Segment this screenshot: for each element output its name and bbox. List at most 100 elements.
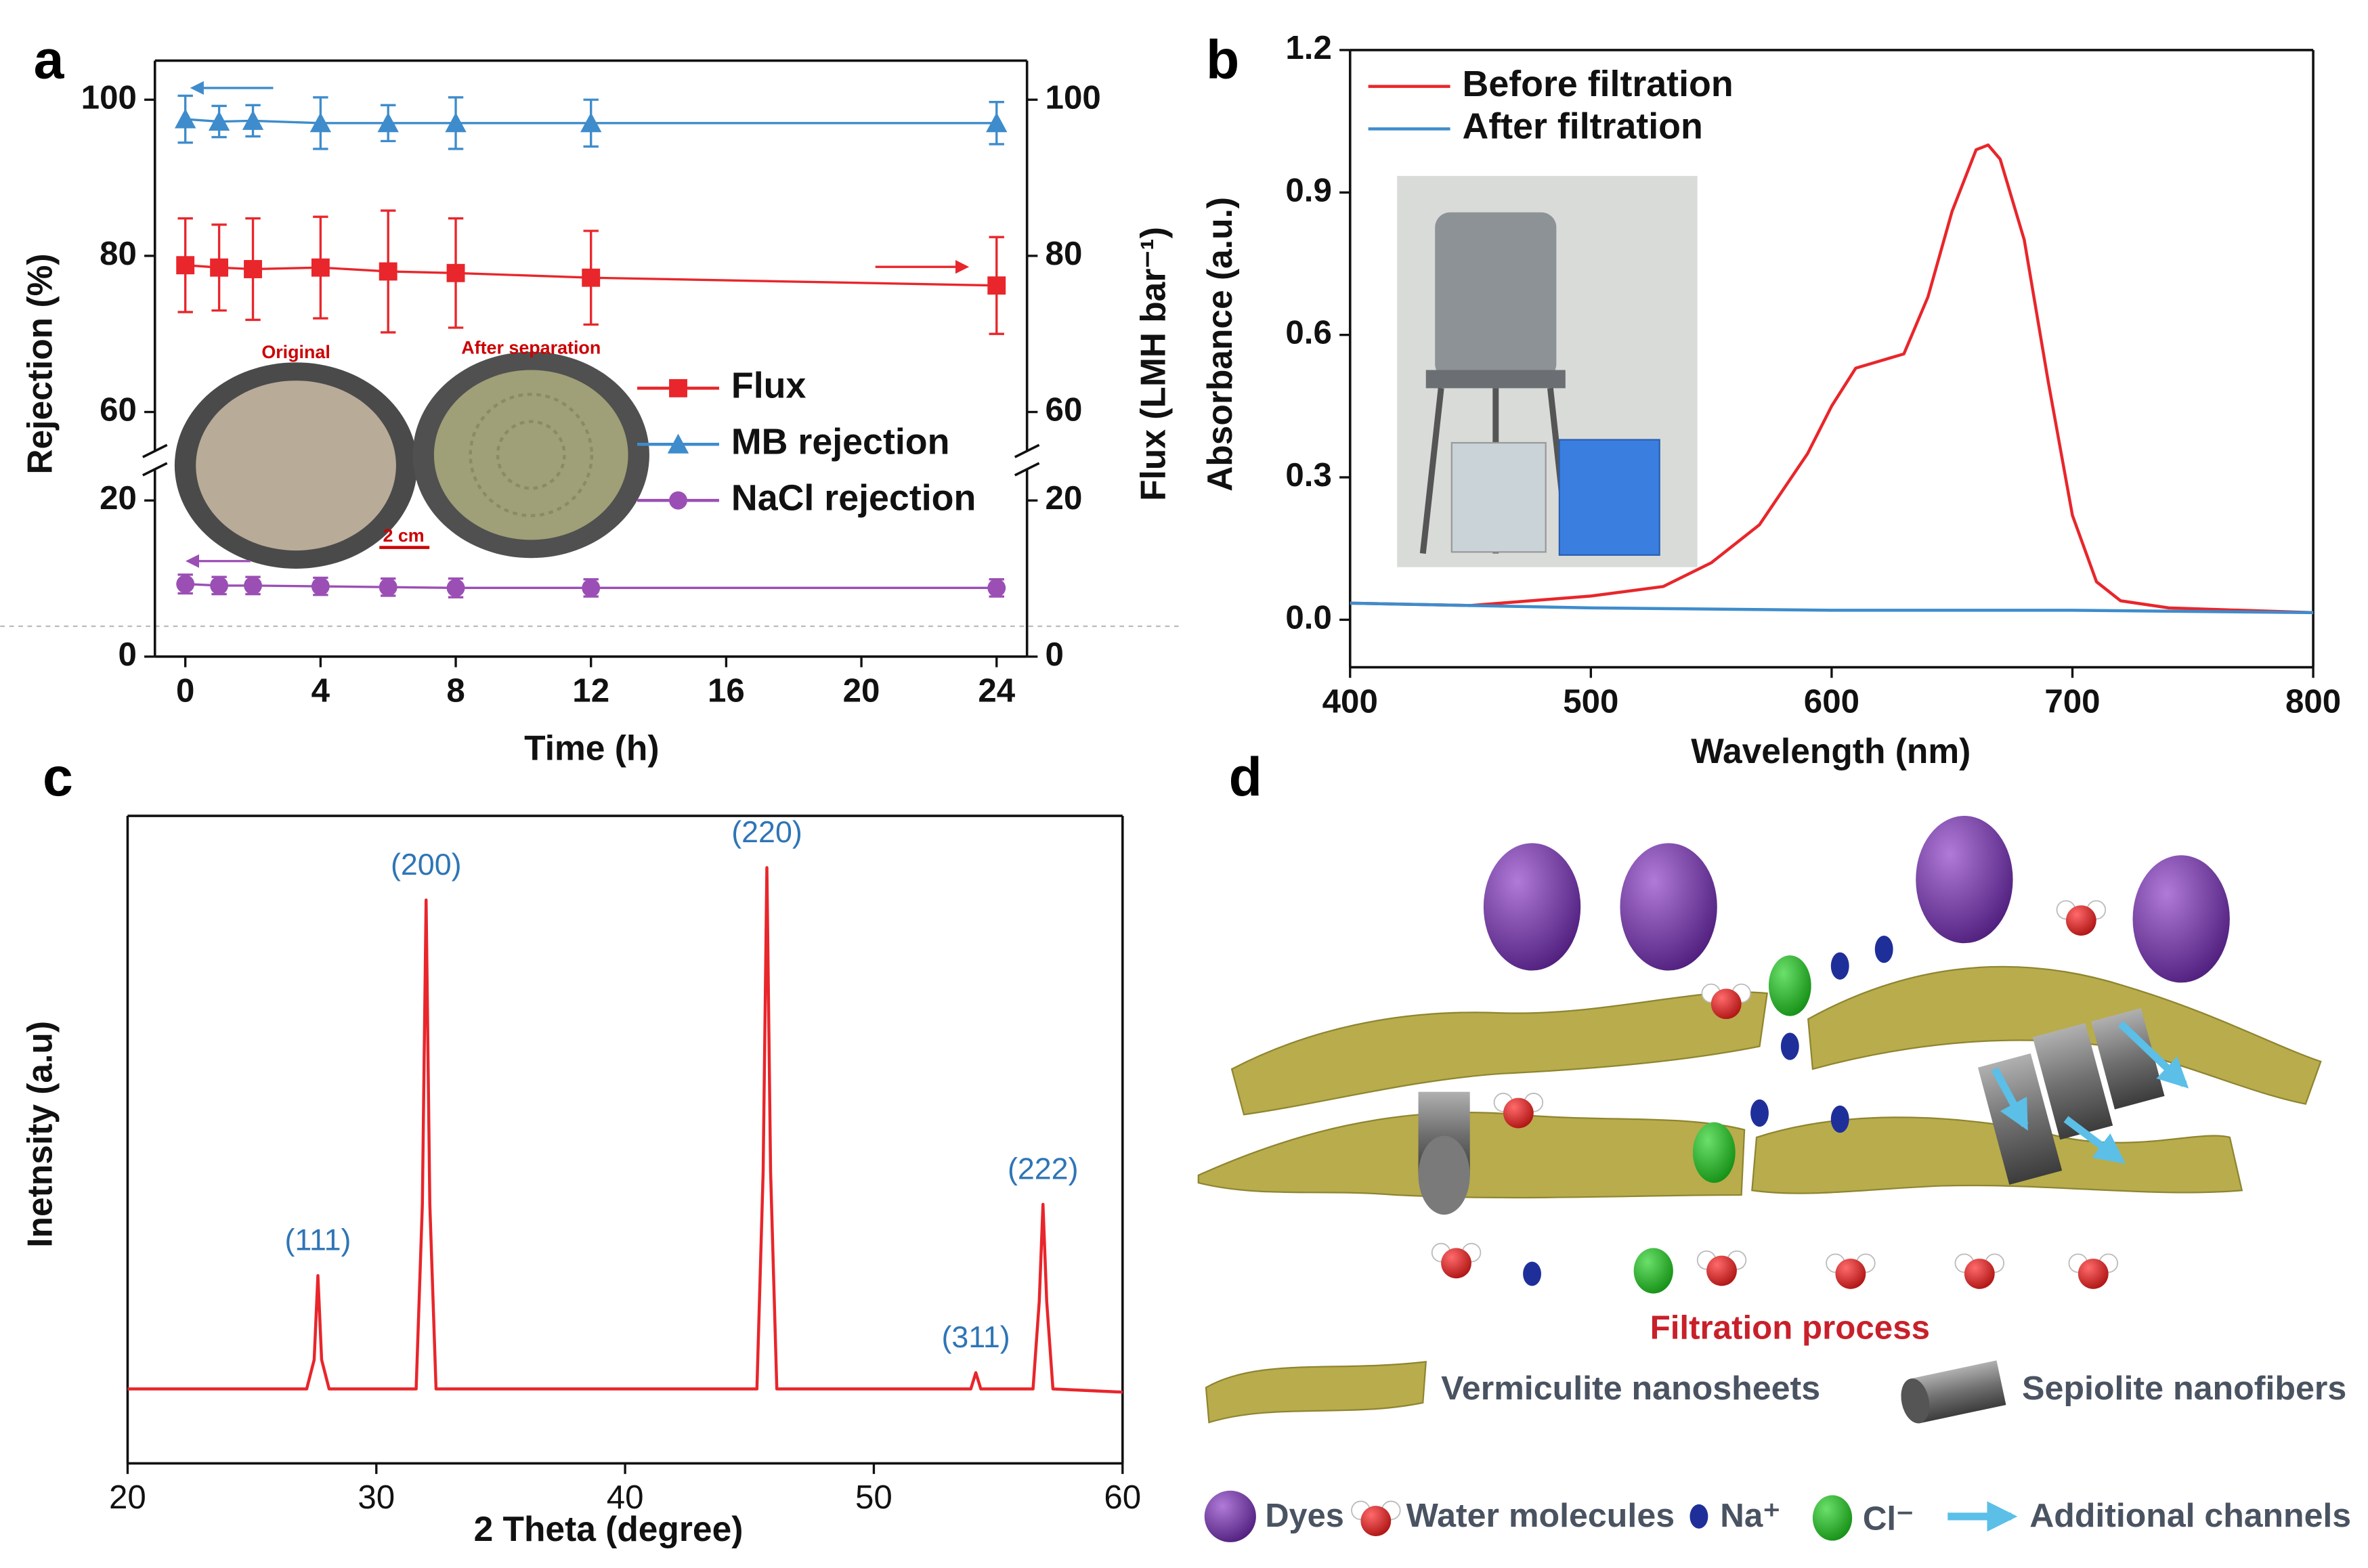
legend-label: Na⁺ xyxy=(1720,1497,1780,1534)
x-tick-label: 16 xyxy=(708,672,745,710)
legend-marker xyxy=(667,433,689,454)
series-line xyxy=(1350,143,2314,615)
marker xyxy=(582,578,601,597)
x-axis-label: Time (h) xyxy=(524,728,659,767)
filtration-diagram xyxy=(1197,816,2322,1542)
x-tick-label: 60 xyxy=(1104,1479,1141,1516)
legend-marker xyxy=(669,378,687,397)
x-tick-label: 700 xyxy=(2044,682,2100,720)
marker xyxy=(987,276,1006,295)
peak-label: (311) xyxy=(941,1320,1010,1354)
marker xyxy=(309,112,332,133)
legend-label: Cl⁻ xyxy=(1863,1500,1914,1538)
y2-tick-label: 20 xyxy=(1046,479,1083,517)
dye xyxy=(1916,816,2013,944)
y-tick-label: 1.2 xyxy=(1285,29,1332,66)
marker xyxy=(582,268,601,287)
marker xyxy=(176,575,195,594)
photo-beaker xyxy=(1450,441,1547,553)
inset-label: 2 cm xyxy=(383,525,424,546)
x-tick-label: 4 xyxy=(311,672,330,710)
sodium xyxy=(1750,1099,1769,1127)
nanofiber xyxy=(1910,1360,2006,1424)
x-tick-label: 500 xyxy=(1563,682,1618,720)
inset-label: After separation xyxy=(461,337,601,357)
x-tick-label: 50 xyxy=(855,1479,892,1516)
legend-chloride xyxy=(1812,1495,1853,1541)
water xyxy=(2056,900,2107,937)
marker xyxy=(244,576,262,595)
x-axis-label: Wavelength (nm) xyxy=(1691,731,1971,770)
inset-label: Original xyxy=(261,342,330,362)
y-tick-label: 80 xyxy=(100,235,137,272)
legend-label: Before filtration xyxy=(1463,64,1734,104)
photo-vessel xyxy=(1435,212,1557,379)
marker xyxy=(311,577,330,596)
x-tick-label: 12 xyxy=(572,672,609,710)
legend-label: NaCl rejection xyxy=(731,477,976,518)
y2-axis-label: Flux (LMH bar⁻¹) xyxy=(1134,227,1173,501)
photo-leg xyxy=(1419,387,1444,554)
photo-beaker xyxy=(1558,439,1660,556)
legend-label: Water molecules xyxy=(1406,1497,1675,1534)
marker xyxy=(210,576,229,595)
y-tick-label: 100 xyxy=(81,79,137,116)
photo-flange xyxy=(1425,370,1566,389)
marker xyxy=(986,112,1008,133)
marker xyxy=(379,578,397,596)
peak-label: (220) xyxy=(731,815,802,849)
marker xyxy=(311,258,330,277)
x-tick-label: 600 xyxy=(1804,682,1859,720)
nanosheet xyxy=(1751,1116,2243,1194)
dye xyxy=(1620,843,1717,971)
peak-label: (222) xyxy=(1008,1152,1079,1185)
marker xyxy=(175,108,196,129)
photo-pattern xyxy=(469,393,594,517)
channel-arrow xyxy=(2117,1020,2189,1089)
x-tick-label: 20 xyxy=(109,1479,146,1516)
legend-label: Dyes xyxy=(1265,1497,1343,1534)
series-line xyxy=(1350,601,2314,615)
marker xyxy=(176,256,195,275)
y-axis-label: Absorbance (a.u.) xyxy=(1200,197,1239,492)
y-tick-label: 60 xyxy=(100,391,137,429)
legend-label: After filtration xyxy=(1463,106,1703,147)
x-tick-label: 30 xyxy=(358,1479,395,1516)
y-axis-label: Inetnsity (a.u) xyxy=(20,1021,60,1248)
legend-nanosheet xyxy=(1205,1361,1427,1424)
filter-photo xyxy=(1397,175,1698,567)
series-line xyxy=(127,866,1123,1394)
legend-water xyxy=(1350,1500,1401,1538)
y-tick-label: 0.3 xyxy=(1285,456,1332,494)
panel-label: a xyxy=(34,29,65,90)
legend-label: Flux xyxy=(731,366,806,406)
y-tick-label: 0 xyxy=(118,636,136,673)
x-tick-label: 24 xyxy=(978,672,1015,710)
x-tick-label: 0 xyxy=(176,672,194,710)
legend-sodium xyxy=(1689,1504,1708,1529)
water xyxy=(2068,1253,2119,1290)
y-tick-label: 0.0 xyxy=(1285,598,1332,636)
legend-label: Vermiculite nanosheets xyxy=(1441,1370,1820,1407)
sodium xyxy=(1780,1032,1799,1060)
chloride xyxy=(1768,955,1811,1016)
chloride xyxy=(1692,1122,1736,1183)
y-tick-label: 0.9 xyxy=(1285,171,1332,209)
dye xyxy=(1483,843,1581,971)
legend-nanofiber xyxy=(1901,1360,2006,1424)
nanofiber xyxy=(1901,1378,1930,1424)
x-tick-label: 8 xyxy=(446,672,465,710)
y2-tick-label: 100 xyxy=(1046,79,1101,116)
peak-label: (111) xyxy=(285,1223,351,1257)
water xyxy=(1825,1253,1876,1290)
x-tick-label: 400 xyxy=(1322,682,1378,720)
sodium xyxy=(1523,1261,1541,1286)
diagram-caption: Filtration process xyxy=(1650,1309,1930,1346)
y-axis-label: Rejection (%) xyxy=(20,253,60,474)
marker xyxy=(208,110,230,131)
x-axis-label: 2 Theta (degree) xyxy=(474,1509,744,1548)
channel-arrow xyxy=(2063,1116,2126,1164)
photo-pattern xyxy=(496,420,566,490)
legend-label: Additional channels xyxy=(2029,1497,2351,1534)
